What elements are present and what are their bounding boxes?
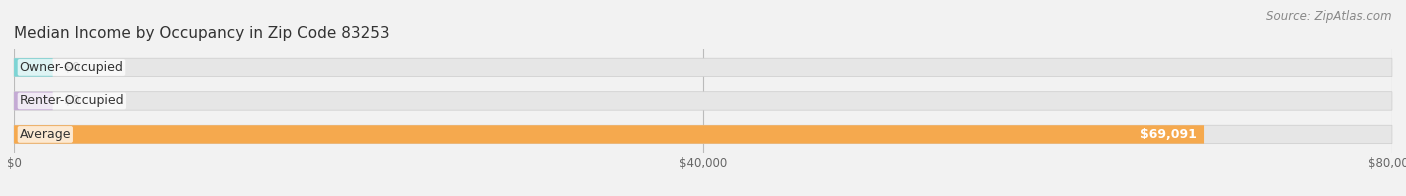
Text: Source: ZipAtlas.com: Source: ZipAtlas.com — [1267, 10, 1392, 23]
Text: $0: $0 — [63, 94, 80, 107]
Text: $0: $0 — [63, 61, 80, 74]
Text: $69,091: $69,091 — [1140, 128, 1197, 141]
FancyBboxPatch shape — [14, 58, 52, 77]
FancyBboxPatch shape — [14, 125, 1392, 144]
FancyBboxPatch shape — [14, 92, 1392, 110]
FancyBboxPatch shape — [14, 125, 1204, 144]
FancyBboxPatch shape — [14, 92, 52, 110]
Text: Renter-Occupied: Renter-Occupied — [20, 94, 124, 107]
Text: Average: Average — [20, 128, 72, 141]
Text: Median Income by Occupancy in Zip Code 83253: Median Income by Occupancy in Zip Code 8… — [14, 26, 389, 41]
FancyBboxPatch shape — [14, 58, 1392, 77]
Text: Owner-Occupied: Owner-Occupied — [20, 61, 124, 74]
